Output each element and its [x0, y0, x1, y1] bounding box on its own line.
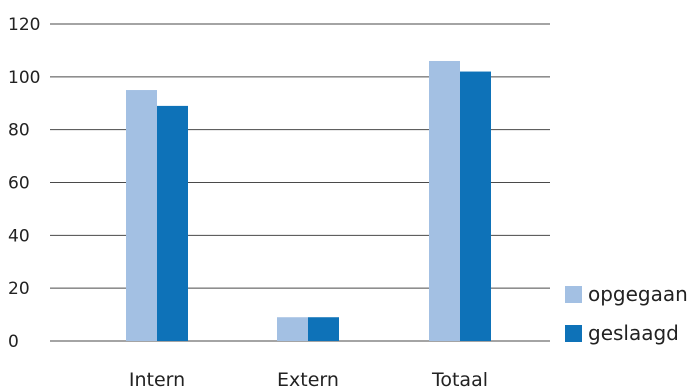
legend: opgegaan geslaagd — [565, 282, 688, 345]
y-tick-label: 40 — [8, 226, 30, 246]
y-tick-label: 0 — [8, 332, 19, 352]
bar-opgegaan-totaal — [429, 60, 460, 341]
y-tick-label: 100 — [8, 68, 40, 88]
y-tick-label: 80 — [8, 121, 30, 141]
x-category-label: Totaal — [431, 369, 488, 391]
y-axis-ticks: 0 20 40 60 80 100 120 — [8, 15, 40, 352]
y-tick-label: 120 — [8, 15, 40, 35]
bar-opgegaan-intern — [126, 90, 157, 342]
legend-label: opgegaan — [588, 282, 688, 306]
legend-label: geslaagd — [588, 321, 679, 345]
bar-opgegaan-extern — [277, 317, 308, 341]
legend-swatch-opgegaan — [565, 286, 582, 303]
bar-geslaagd-totaal — [460, 71, 491, 342]
x-category-label: Intern — [129, 369, 185, 391]
bars — [126, 60, 491, 342]
bar-geslaagd-extern — [308, 317, 339, 341]
x-axis-categories: Intern Extern Totaal — [129, 369, 488, 391]
x-category-label: Extern — [277, 369, 339, 391]
y-tick-label: 60 — [8, 174, 30, 194]
legend-swatch-geslaagd — [565, 325, 582, 342]
y-tick-label: 20 — [8, 279, 30, 299]
bar-geslaagd-intern — [157, 105, 188, 342]
